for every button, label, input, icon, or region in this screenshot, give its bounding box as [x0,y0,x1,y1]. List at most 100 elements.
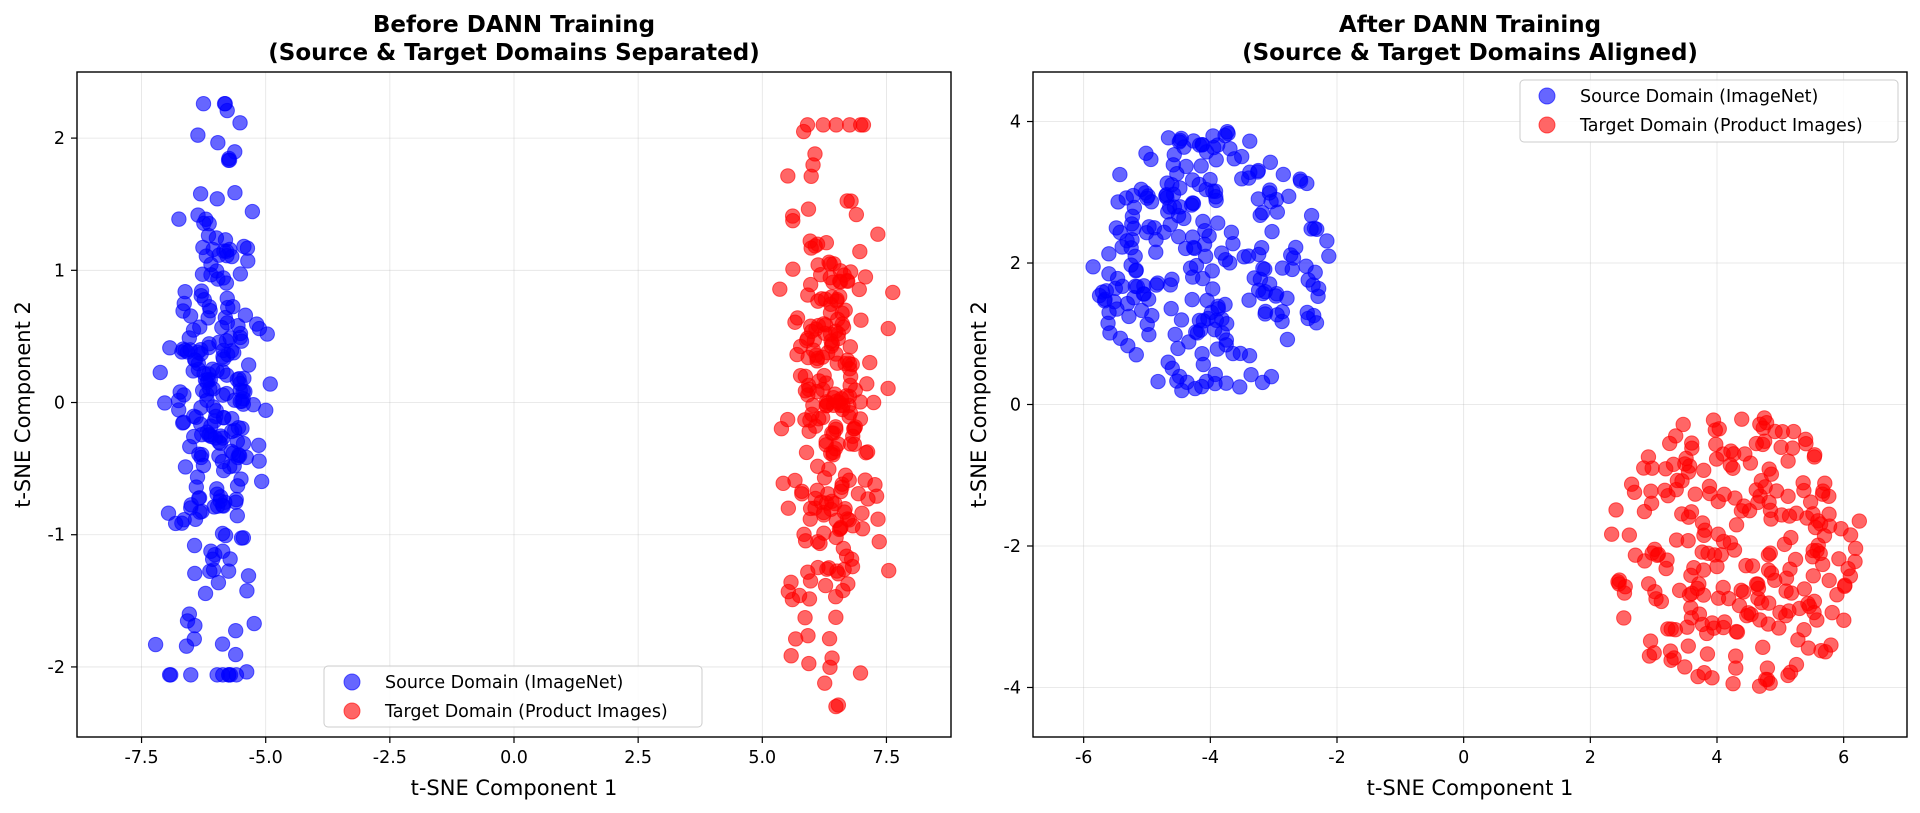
target-data-point [1847,540,1864,557]
y-axis-label-before: t-SNE Component 2 [11,301,35,508]
panel-before: -7.5 -5.0 -2.5 0.0 2.5 5.0 7.5 -2 -1 0 1 2 Before D… [11,12,952,800]
target-data-point [1778,608,1794,624]
target-data-point [848,206,865,223]
source-data-point [178,638,195,654]
legend-label-source-before: Source Domain (ImageNet) [385,673,623,693]
target-data-point [1687,486,1703,502]
y-tick-label: 2 [1010,254,1021,274]
source-data-point [1193,158,1209,174]
target-data-point [857,269,874,285]
target-data-point [787,472,803,489]
target-data-point [822,659,838,676]
source-data-point [232,115,248,131]
source-data-point [198,386,215,402]
target-data-point [1741,502,1758,519]
source-data-point [227,646,244,663]
target-data-point [1690,668,1706,685]
source-data-point [1250,162,1266,179]
source-data-point [177,283,193,300]
source-data-point [234,393,250,409]
target-data-point [1817,475,1833,491]
legend-after: Source Domain (ImageNet) Target Domain (… [1519,79,1899,143]
target-data-point [1658,560,1674,577]
target-data-point [1729,624,1746,640]
source-data-point [188,409,204,425]
target-data-point [1649,547,1666,563]
legend-label-target-after: Target Domain (Product Images) [1579,116,1863,136]
source-data-point [183,667,199,683]
source-data-point [1288,239,1304,256]
target-data-point [830,330,846,347]
target-data-point [1774,423,1791,440]
source-data-point [212,489,229,505]
source-data-point [1251,246,1267,263]
target-data-point [852,243,868,260]
source-data-point [228,667,245,683]
target-data-point [1702,485,1718,502]
source-data-point [195,96,212,112]
target-data-point [1728,517,1745,533]
target-data-point [1816,528,1833,544]
target-data-point [1665,456,1682,473]
x-tick-label: -7.5 [124,748,158,768]
source-data-point [1242,133,1258,149]
target-data-point [1804,549,1821,565]
x-tick-label: 4 [1711,748,1722,768]
source-data-point [195,239,211,256]
source-data-point [1321,248,1337,264]
y-tick-label: -4 [1004,678,1021,698]
target-data-point [1648,591,1664,607]
target-data-point [851,281,867,298]
source-data-point [1202,171,1218,188]
source-data-point [251,437,267,453]
source-data-point [1126,199,1143,216]
source-data-point [1263,368,1280,385]
source-data-point [1112,166,1128,183]
target-data-point [1738,557,1754,574]
x-tick-label: 0.0 [500,748,528,768]
target-data-point [815,117,831,133]
source-data-point [152,364,168,381]
source-data-point [1143,194,1160,210]
source-data-point [1186,240,1203,257]
source-data-point [259,326,275,342]
target-data-point [1762,545,1778,561]
source-data-point [194,266,211,282]
legend-box-after [1519,79,1899,143]
target-data-point [853,117,869,133]
target-data-point [885,284,901,301]
target-data-point [1752,612,1768,628]
target-data-point [837,302,853,318]
target-data-point [827,419,844,435]
source-data-point [1264,223,1280,240]
source-data-point [229,507,246,524]
source-data-point [262,376,278,392]
target-data-point [797,412,813,428]
x-tick-label: -5.0 [249,748,283,768]
chart-title-before-line2: (Source & Target Domains Separated) [268,40,759,66]
source-data-point [1225,235,1241,252]
source-data-point [1199,292,1215,309]
target-data-point [1829,587,1845,603]
source-data-point [1218,332,1235,348]
source-data-point [1121,308,1137,325]
target-data-point [1668,481,1684,498]
y-tick-label: -2 [48,658,65,678]
target-data-point [837,501,853,517]
source-data-point [1268,191,1285,208]
panel-after: -6 -4 -2 0 2 4 6 -4 -2 0 2 4 After DANN Training (S… [967,12,1908,800]
target-data-point [1771,620,1787,636]
target-data-point [1756,410,1773,426]
source-data-point [214,525,231,542]
source-data-point [244,203,261,220]
source-data-point [1148,277,1165,293]
source-data-point [1217,296,1233,313]
target-data-point [1725,446,1742,462]
target-data-point [787,314,803,330]
ticks-before: -7.5 -5.0 -2.5 0.0 2.5 5.0 7.5 -2 -1 0 1 2 [48,129,901,768]
target-data-point [773,421,790,437]
target-data-point [871,533,887,550]
source-data-point [238,449,255,466]
target-data-point [840,576,856,592]
